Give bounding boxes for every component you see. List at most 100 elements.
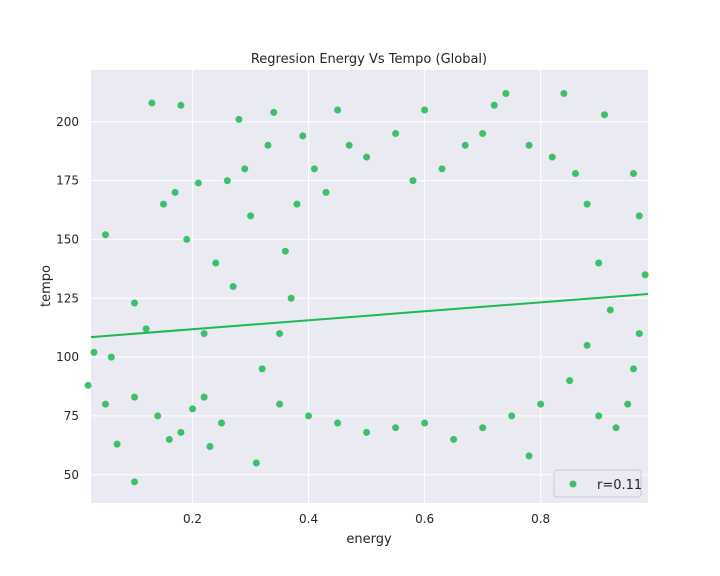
data-point [629, 365, 637, 373]
data-point [566, 377, 574, 385]
data-point [363, 428, 371, 436]
plot-area [91, 70, 648, 503]
regression-line [90, 293, 649, 339]
data-point [200, 330, 208, 338]
data-point [293, 200, 301, 208]
grid-lines [91, 70, 648, 503]
data-point [334, 419, 342, 427]
data-point [635, 330, 643, 338]
data-point [409, 177, 417, 185]
data-point [624, 400, 632, 408]
data-point [276, 330, 284, 338]
data-point [612, 424, 620, 432]
data-points [84, 90, 649, 486]
data-point [583, 200, 591, 208]
legend: r=0.11 [553, 469, 642, 498]
data-point [525, 452, 533, 460]
data-point [392, 424, 400, 432]
y-axis-title: tempo [39, 265, 54, 307]
data-point [571, 170, 579, 178]
data-point [154, 412, 162, 420]
data-point [281, 247, 289, 255]
data-point [206, 443, 214, 451]
data-point [200, 393, 208, 401]
chart-title: Regresion Energy Vs Tempo (Global) [251, 52, 487, 67]
data-point [421, 106, 429, 114]
x-axis-ticks: 0.2 0.4 0.6 0.8 [183, 512, 550, 526]
data-point [229, 283, 237, 290]
data-point [600, 111, 608, 119]
data-point [131, 299, 139, 307]
y-tick-label: 150 [56, 232, 79, 246]
data-point [606, 306, 614, 314]
data-point [479, 424, 487, 432]
data-point [502, 90, 510, 98]
data-point [113, 440, 121, 448]
data-point [461, 141, 469, 149]
data-point [287, 294, 295, 302]
data-point [641, 271, 649, 279]
data-point [490, 101, 498, 109]
data-point [177, 101, 185, 109]
data-point [392, 130, 400, 138]
data-point [218, 419, 226, 427]
data-point [595, 259, 603, 267]
data-point [212, 259, 220, 267]
data-point [322, 188, 330, 196]
data-point [183, 235, 191, 243]
data-point [525, 141, 533, 149]
y-tick-label: 200 [56, 115, 79, 129]
data-point [131, 393, 139, 401]
data-point [345, 141, 353, 149]
data-point [450, 435, 458, 443]
data-point [421, 419, 429, 427]
data-point [305, 412, 313, 420]
data-point [363, 153, 371, 161]
x-axis-title: energy [346, 532, 392, 547]
data-point [194, 179, 202, 187]
data-point [276, 400, 284, 408]
y-tick-label: 175 [56, 174, 79, 188]
data-point [102, 400, 110, 408]
data-point [171, 188, 179, 196]
data-point [252, 459, 260, 467]
data-point [334, 106, 342, 114]
data-point [310, 165, 318, 173]
data-point [241, 165, 249, 173]
y-tick-label: 75 [64, 409, 79, 423]
data-point [258, 365, 266, 373]
data-point [84, 381, 92, 389]
data-point [90, 348, 98, 356]
data-point [299, 132, 307, 140]
data-point [247, 212, 255, 220]
data-point [629, 170, 637, 178]
x-tick-label: 0.8 [531, 512, 550, 526]
data-point [537, 400, 545, 408]
y-axis-ticks: 50 75 100 125 150 175 200 [56, 115, 79, 482]
data-point [479, 130, 487, 138]
x-tick-label: 0.6 [415, 512, 434, 526]
y-tick-label: 100 [56, 350, 79, 364]
data-point [223, 177, 231, 185]
data-point [635, 212, 643, 220]
y-tick-label: 125 [56, 291, 79, 305]
data-point [142, 325, 150, 333]
data-point [548, 153, 556, 161]
data-point [177, 428, 185, 436]
data-point [560, 90, 568, 98]
data-point [235, 115, 243, 123]
data-point [270, 108, 278, 116]
data-point [438, 165, 446, 173]
data-point [595, 412, 603, 420]
data-point [148, 99, 156, 107]
x-tick-label: 0.2 [183, 512, 202, 526]
data-point [131, 478, 139, 486]
data-point [107, 353, 115, 361]
data-point [160, 200, 168, 208]
legend-box [553, 469, 642, 498]
data-point [189, 405, 197, 413]
data-point [508, 412, 516, 420]
legend-marker [569, 480, 577, 488]
data-point [165, 435, 173, 443]
x-tick-label: 0.4 [299, 512, 318, 526]
